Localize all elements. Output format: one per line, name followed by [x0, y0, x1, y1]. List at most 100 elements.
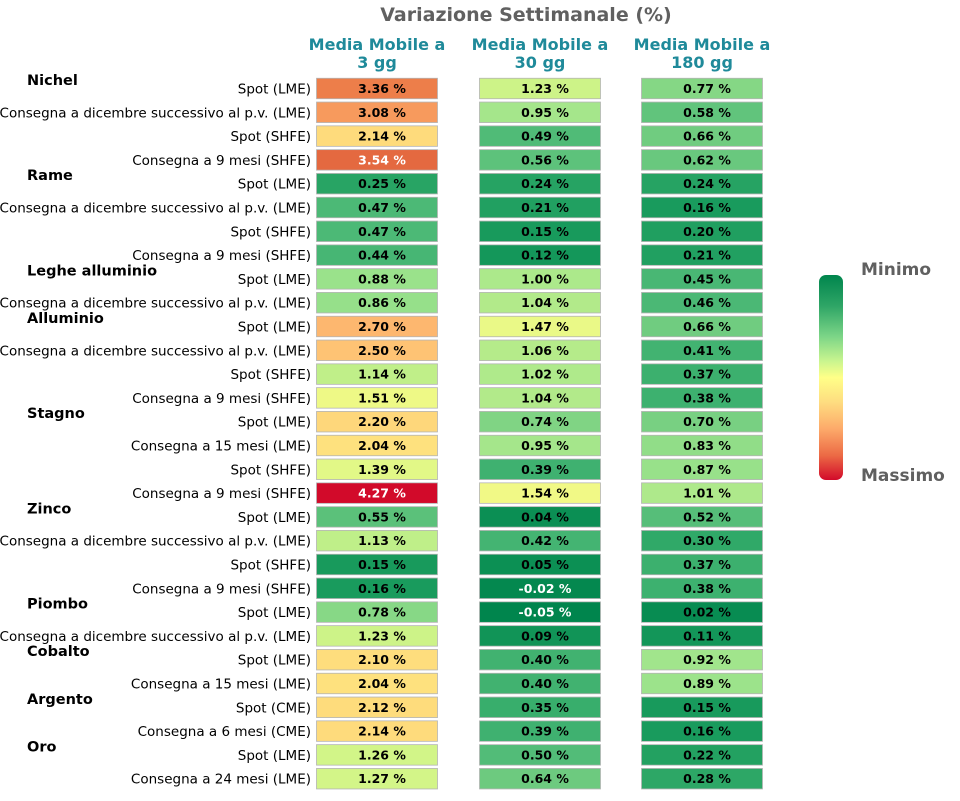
cell-value-label: 0.66 % [683, 319, 731, 334]
heatmap-cell [641, 244, 763, 266]
cell-value-label: 1.04 % [521, 390, 569, 405]
row-label: Spot (SHFE) [230, 367, 311, 383]
row-label: Consegna a 15 mesi (LME) [131, 677, 311, 693]
heatmap-cell [641, 125, 763, 147]
heatmap-cell [641, 387, 763, 409]
row-label: Consegna a dicembre successivo al p.v. (… [0, 629, 311, 645]
row-label: Spot (CME) [236, 700, 311, 716]
heatmap-cell [316, 482, 438, 504]
cell-value-label: 0.50 % [521, 747, 569, 762]
cell-value-label: 0.24 % [683, 176, 731, 191]
heatmap-cell [316, 125, 438, 147]
cell-value-label: 1.02 % [521, 367, 569, 382]
heatmap-cell [641, 696, 763, 718]
column-header-2-line-2: 30 gg [515, 53, 566, 72]
heatmap-cell [316, 672, 438, 695]
cell-value-label: 0.89 % [683, 676, 731, 691]
heatmap-cell [316, 363, 438, 385]
group-label-9: Argento [27, 692, 93, 708]
heatmap-cell [479, 672, 601, 695]
cell-value-label: 1.06 % [521, 343, 569, 358]
cell-value-label: 0.95 % [521, 105, 569, 120]
cell-value-label: 0.45 % [683, 271, 731, 286]
heatmap-cell [479, 458, 601, 480]
heatmap-cell [316, 268, 438, 290]
cell-value-label: 0.47 % [358, 200, 406, 215]
row-label: Spot (SHFE) [230, 462, 311, 478]
cell-value-label: 0.77 % [683, 81, 731, 96]
heatmap-cell [641, 506, 763, 528]
cell-value-label: 0.16 % [683, 724, 731, 739]
cell-value-label: 0.30 % [683, 533, 731, 548]
cell-value-label: 0.05 % [521, 557, 569, 572]
row-label: Spot (LME) [238, 415, 311, 431]
cell-value-label: 4.27 % [358, 486, 406, 501]
row-label: Spot (LME) [238, 653, 311, 669]
row-label: Consegna a 9 mesi (SHFE) [132, 486, 311, 502]
row-label: Spot (LME) [238, 82, 311, 98]
cell-value-label: 0.25 % [358, 176, 406, 191]
cell-value-label: 1.13 % [358, 533, 406, 548]
heatmap-cell [479, 125, 601, 147]
cell-value-label: 0.88 % [358, 271, 406, 286]
chart-title: Variazione Settimanale (%) [380, 4, 671, 26]
heatmap-cell [641, 768, 763, 790]
cell-value-label: 0.46 % [683, 295, 731, 310]
cell-value-label: 0.16 % [358, 581, 406, 596]
heatmap-cell [316, 173, 438, 195]
column-header-1-line-2: 3 gg [357, 53, 397, 72]
cell-value-label: 1.26 % [358, 747, 406, 762]
cell-value-label: 0.40 % [521, 676, 569, 691]
cell-value-label: 1.04 % [521, 295, 569, 310]
heatmap-cell [641, 339, 763, 361]
row-label: Spot (LME) [238, 748, 311, 764]
heatmap-cell [479, 577, 601, 599]
heatmap-cell [316, 649, 438, 671]
cell-value-label: 1.23 % [521, 81, 569, 96]
row-label: Consegna a dicembre successivo al p.v. (… [0, 105, 311, 121]
cell-value-label: 0.39 % [521, 462, 569, 477]
heatmap-cell [479, 553, 601, 576]
group-label-2: Rame [27, 168, 73, 184]
cell-value-label: 0.11 % [683, 628, 731, 643]
cell-value-label: 0.44 % [358, 248, 406, 263]
legend-min-label: Minimo [861, 260, 931, 280]
cell-value-label: 0.37 % [683, 367, 731, 382]
heatmap-cell [479, 649, 601, 671]
cell-value-label: 0.42 % [521, 533, 569, 548]
heatmap-cell [479, 720, 601, 742]
heatmap-cell [479, 315, 601, 338]
heatmap-cell [479, 601, 601, 623]
cell-value-label: 2.50 % [358, 343, 406, 358]
row-label: Spot (LME) [238, 272, 311, 288]
cell-value-label: 0.56 % [521, 152, 569, 167]
heatmap-cell [479, 339, 601, 361]
heatmap-cell [641, 268, 763, 290]
row-label: Spot (LME) [238, 320, 311, 336]
cell-value-label: 0.41 % [683, 343, 731, 358]
heatmap-cell [641, 149, 763, 171]
heatmap-cell [316, 339, 438, 361]
cell-value-label: 0.28 % [683, 771, 731, 786]
cell-value-label: 0.37 % [683, 557, 731, 572]
heatmap-cell [479, 101, 601, 123]
row-label: Consegna a 24 mesi (LME) [131, 772, 311, 788]
heatmap-cell [316, 149, 438, 171]
row-label: Consegna a 6 mesi (CME) [138, 724, 311, 740]
cell-value-label: 0.02 % [683, 605, 731, 620]
cell-value-label: 1.54 % [521, 486, 569, 501]
row-label: Spot (SHFE) [230, 224, 311, 240]
heatmap-cell [641, 720, 763, 742]
heatmap-cell [479, 173, 601, 195]
heatmap-cell [316, 292, 438, 314]
row-label: Consegna a dicembre successivo al p.v. (… [0, 534, 311, 550]
heatmap-cell [641, 649, 763, 671]
cell-value-label: 0.70 % [683, 414, 731, 429]
heatmap-cell [641, 315, 763, 338]
row-label: Spot (LME) [238, 510, 311, 526]
heatmap-cell [479, 292, 601, 314]
cell-value-label: 1.14 % [358, 367, 406, 382]
row-label: Consegna a dicembre successivo al p.v. (… [0, 296, 311, 312]
cell-value-label: 0.62 % [683, 152, 731, 167]
